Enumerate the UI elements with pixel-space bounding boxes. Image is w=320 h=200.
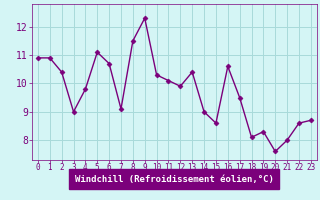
X-axis label: Windchill (Refroidissement éolien,°C): Windchill (Refroidissement éolien,°C) [75, 175, 274, 184]
